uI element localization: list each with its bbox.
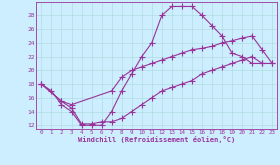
X-axis label: Windchill (Refroidissement éolien,°C): Windchill (Refroidissement éolien,°C) [78, 136, 235, 144]
